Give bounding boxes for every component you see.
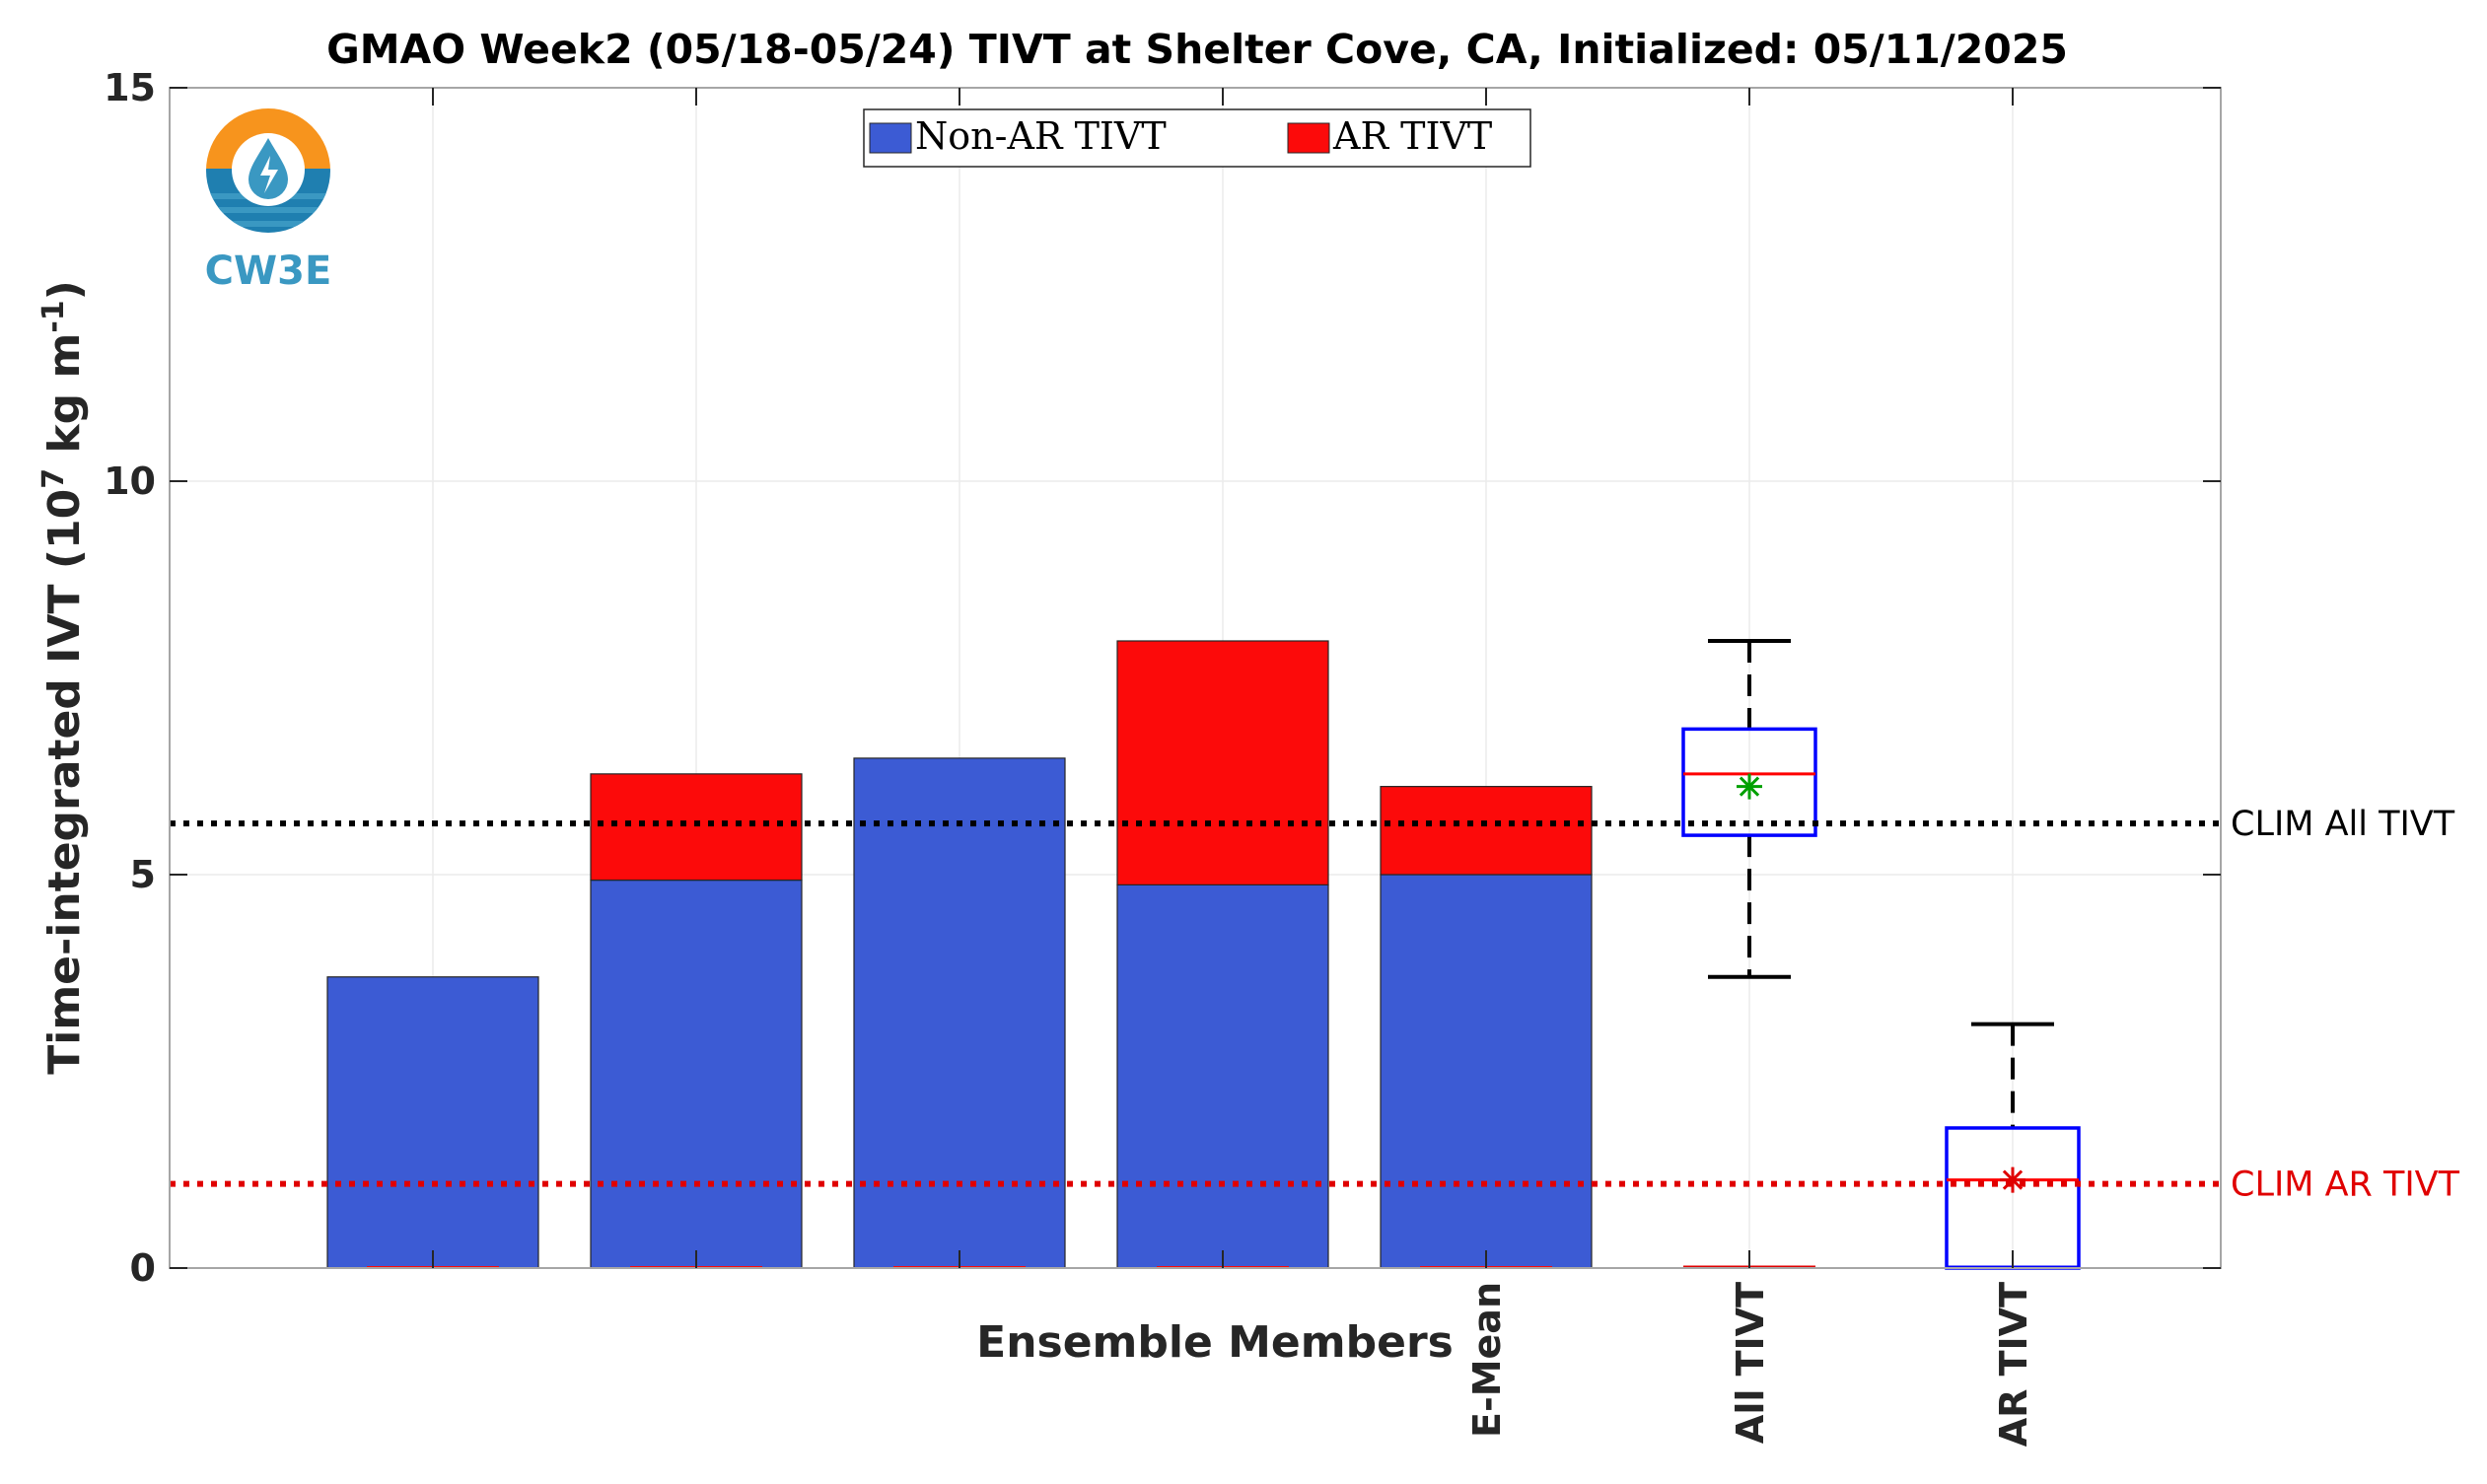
bar-ar (590, 773, 803, 882)
x-tick-label: All TIVT (1729, 1282, 1772, 1444)
y-tick-label: 5 (130, 853, 156, 896)
legend-box (863, 108, 1531, 168)
legend-label-non-ar: Non-AR TIVT (915, 114, 1167, 158)
reference-lines: CLIM All TIVT CLIM AR TIVT (170, 805, 2460, 1205)
bar-ar (1116, 640, 1329, 885)
x-axis-label: Ensemble Members (976, 1317, 1454, 1368)
legend-label-ar: AR TIVT (1332, 114, 1492, 158)
bar-non-ar (1116, 883, 1329, 1269)
reference-line-label: CLIM All TIVT (2231, 805, 2455, 844)
plot-frame (169, 87, 2222, 1269)
bar-ar (1380, 786, 1593, 876)
bar-non-ar (853, 757, 1066, 1269)
bar-non-ar (590, 879, 803, 1269)
y-axis-label-unit: kg m (39, 333, 90, 468)
y-axis-label: Time-integrated IVT (107 kg m-1) (36, 280, 90, 1075)
y-axis-label-exp: 7 (36, 468, 71, 489)
boxplot-mean-marker (2000, 1166, 2025, 1193)
chart-title: GMAO Week2 (05/18-05/24) TIVT at Shelter… (326, 26, 2068, 73)
bar-non-ar (326, 976, 539, 1269)
mean-marker-stroke (1739, 776, 1760, 797)
legend-swatch-ar (1287, 122, 1330, 154)
reference-line-label: CLIM AR TIVT (2231, 1166, 2460, 1205)
y-axis-label-close: ) (39, 280, 90, 300)
boxplot-mean-marker (1737, 773, 1762, 800)
y-axis-label-main: Time-integrated IVT (10 (39, 489, 90, 1075)
boxplot-box (1681, 727, 1817, 837)
x-tick-label: E-Mean (1465, 1282, 1509, 1438)
y-tick-label: 0 (130, 1246, 156, 1290)
y-tick-label: 15 (104, 66, 156, 109)
y-tick-label: 10 (104, 459, 156, 503)
y-axis-ticks: 0 5 10 15 (104, 66, 2221, 1290)
legend: Non-AR TIVT AR TIVT (863, 108, 1531, 168)
x-tick-label: AR TIVT (1992, 1282, 2035, 1447)
bar-non-ar (1380, 874, 1593, 1269)
y-axis-label-exp2: -1 (36, 300, 71, 332)
x-axis-ticks: E-Mean All TIVT AR TIVT (432, 88, 2035, 1447)
legend-swatch-non-ar (869, 122, 912, 154)
cw3e-logo: CW3E (205, 108, 332, 294)
logo-text: CW3E (205, 248, 332, 294)
